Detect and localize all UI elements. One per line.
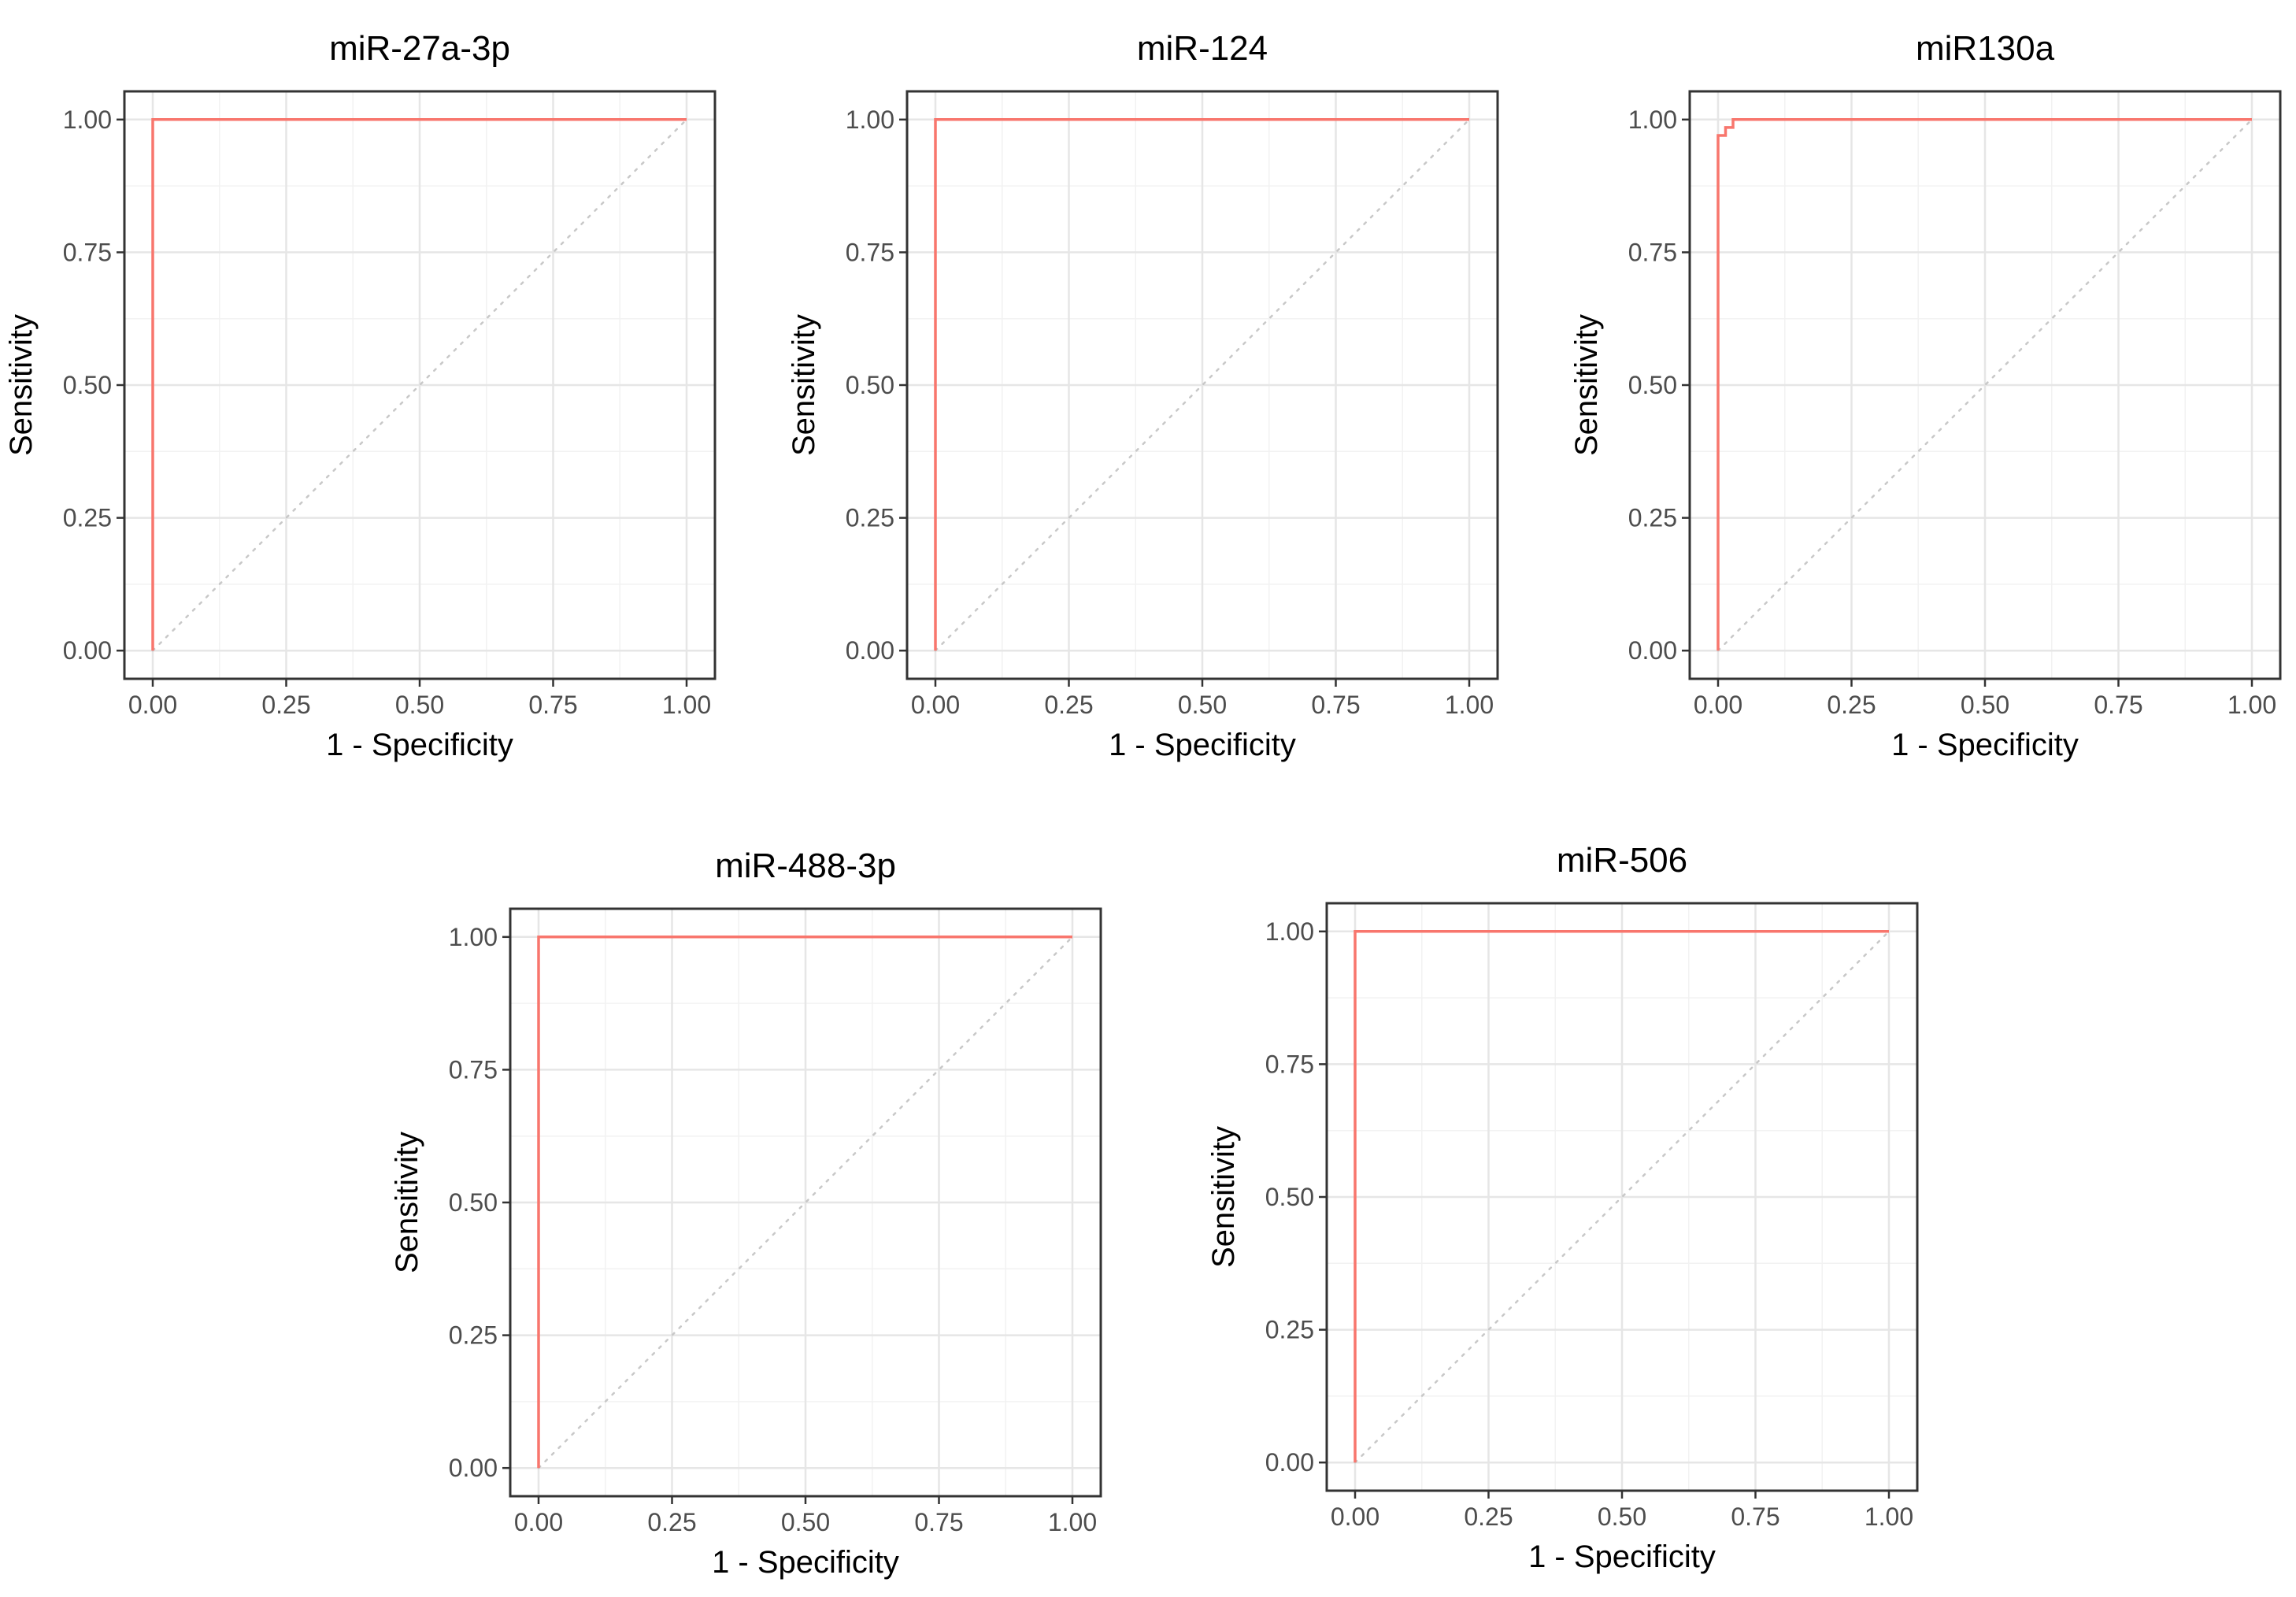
chart-5-x-tick-label-1: 0.25 <box>1464 1503 1513 1531</box>
chart-1-x-tick-label-3: 0.75 <box>528 691 577 719</box>
chart-4-x-tick-label-0: 0.00 <box>514 1508 563 1536</box>
chart-4-y-axis-label: Sensitivity <box>390 1132 424 1273</box>
chart-4-y-tick-label-3: 0.75 <box>449 1055 498 1084</box>
chart-5-grid <box>1327 903 1917 1491</box>
chart-3-y-tick-label-2: 0.50 <box>1628 371 1677 399</box>
chart-4-y-tick-label-4: 1.00 <box>449 923 498 951</box>
chart-2-x-tick-label-3: 0.75 <box>1311 691 1360 719</box>
chart-5-x-tick-label-0: 0.00 <box>1331 1503 1379 1531</box>
chart-4-x-tick-label-3: 0.75 <box>914 1508 963 1536</box>
chart-4-y-tick-label-2: 0.50 <box>449 1188 498 1217</box>
chart-1-x-tick-label-4: 1.00 <box>662 691 711 719</box>
chart-1-y-tick-label-4: 1.00 <box>63 106 112 134</box>
chart-2-x-tick-label-2: 0.50 <box>1178 691 1227 719</box>
chart-4-x-tick-label-4: 1.00 <box>1048 1508 1097 1536</box>
chart-3: 0.00 0.25 0.50 0.75 1.00 0.00 0.25 0.50 0.75 1.00… <box>1569 29 2282 762</box>
chart-5-x-tick-label-3: 0.75 <box>1731 1503 1779 1531</box>
chart-3-x-tick-label-3: 0.75 <box>2094 691 2142 719</box>
chart-2: 0.00 0.25 0.50 0.75 1.00 0.00 0.25 0.50 0.75 1.00… <box>787 29 1499 762</box>
chart-5-y-axis-label: Sensitivity <box>1206 1126 1241 1268</box>
chart-1-reference-diagonal <box>151 118 688 652</box>
chart-2-reference-diagonal <box>934 118 1471 652</box>
chart-1-y-tick-label-3: 0.75 <box>63 238 112 266</box>
chart-2-y-tick-label-4: 1.00 <box>846 106 894 134</box>
chart-1-y-tick-label-2: 0.50 <box>63 371 112 399</box>
chart-1-x-axis-label: 1 - Specificity <box>326 728 513 762</box>
chart-2-y-tick-label-0: 0.00 <box>846 636 894 665</box>
chart-1-y-tick-label-0: 0.00 <box>63 636 112 665</box>
chart-5-y-tick-label-1: 0.25 <box>1265 1316 1314 1344</box>
chart-2-y-tick-label-1: 0.25 <box>846 504 894 532</box>
chart-3-x-tick-label-4: 1.00 <box>2227 691 2276 719</box>
chart-3-title: miR130a <box>1916 29 2055 68</box>
chart-3-x-axis-label: 1 - Specificity <box>1891 728 2079 762</box>
chart-3-roc-line-0 <box>1716 118 2252 651</box>
chart-3-reference-diagonal <box>1716 118 2253 652</box>
chart-3-y-tick-label-4: 1.00 <box>1628 106 1677 134</box>
chart-3-y-tick-label-3: 0.75 <box>1628 238 1677 266</box>
chart-5-x-tick-label-4: 1.00 <box>1865 1503 1913 1531</box>
chart-4-y-tick-label-1: 0.25 <box>449 1321 498 1350</box>
chart-4-x-tick-label-1: 0.25 <box>647 1508 696 1536</box>
chart-5-reference-diagonal <box>1354 930 1890 1464</box>
chart-2-x-tick-label-0: 0.00 <box>911 691 960 719</box>
chart-1-y-axis-label: Sensitivity <box>4 314 39 456</box>
chart-5-title: miR-506 <box>1557 841 1687 880</box>
chart-1-x-tick-label-2: 0.50 <box>395 691 444 719</box>
chart-1-title: miR-27a-3p <box>329 29 510 68</box>
chart-1: 0.00 0.25 0.50 0.75 1.00 0.00 0.25 0.50 0.75 1.00… <box>4 29 717 762</box>
chart-4-y-tick-label-0: 0.00 <box>449 1454 498 1482</box>
chart-5: 0.00 0.25 0.50 0.75 1.00 0.00 0.25 0.50 0.75 1.00… <box>1206 841 1919 1574</box>
chart-5-x-tick-label-2: 0.50 <box>1598 1503 1646 1531</box>
chart-4-title: miR-488-3p <box>715 847 896 885</box>
chart-2-x-tick-label-4: 1.00 <box>1445 691 1494 719</box>
chart-2-x-axis-label: 1 - Specificity <box>1109 728 1296 762</box>
chart-4-x-axis-label: 1 - Specificity <box>712 1545 899 1580</box>
chart-5-roc-line-0 <box>1354 930 1889 1463</box>
chart-5-y-tick-label-4: 1.00 <box>1265 917 1314 946</box>
chart-2-y-axis-label: Sensitivity <box>787 314 821 456</box>
chart-3-x-tick-label-1: 0.25 <box>1827 691 1876 719</box>
chart-1-x-tick-label-1: 0.25 <box>261 691 310 719</box>
chart-1-y-tick-label-1: 0.25 <box>63 504 112 532</box>
chart-5-y-tick-label-3: 0.75 <box>1265 1050 1314 1078</box>
chart-3-y-axis-label: Sensitivity <box>1569 314 1604 456</box>
chart-3-y-tick-label-1: 0.25 <box>1628 504 1677 532</box>
chart-5-x-axis-label: 1 - Specificity <box>1528 1540 1716 1574</box>
chart-4-roc-line-0 <box>537 936 1072 1469</box>
chart-2-x-tick-label-1: 0.25 <box>1044 691 1093 719</box>
chart-3-y-tick-label-0: 0.00 <box>1628 636 1677 665</box>
chart-1-roc-line-0 <box>151 118 687 651</box>
chart-1-x-tick-label-0: 0.00 <box>128 691 177 719</box>
chart-5-y-tick-label-2: 0.50 <box>1265 1183 1314 1211</box>
chart-4-reference-diagonal <box>537 936 1074 1469</box>
chart-3-x-tick-label-2: 0.50 <box>1961 691 2009 719</box>
chart-2-roc-line-0 <box>934 118 1469 651</box>
chart-5-y-tick-label-0: 0.00 <box>1265 1448 1314 1477</box>
chart-3-x-tick-label-0: 0.00 <box>1694 691 1742 719</box>
chart-2-y-tick-label-3: 0.75 <box>846 238 894 266</box>
chart-2-y-tick-label-2: 0.50 <box>846 371 894 399</box>
chart-4-x-tick-label-2: 0.50 <box>781 1508 830 1536</box>
chart-2-title: miR-124 <box>1137 29 1268 68</box>
chart-4: 0.00 0.25 0.50 0.75 1.00 0.00 0.25 0.50 0.75 1.00… <box>390 847 1102 1580</box>
